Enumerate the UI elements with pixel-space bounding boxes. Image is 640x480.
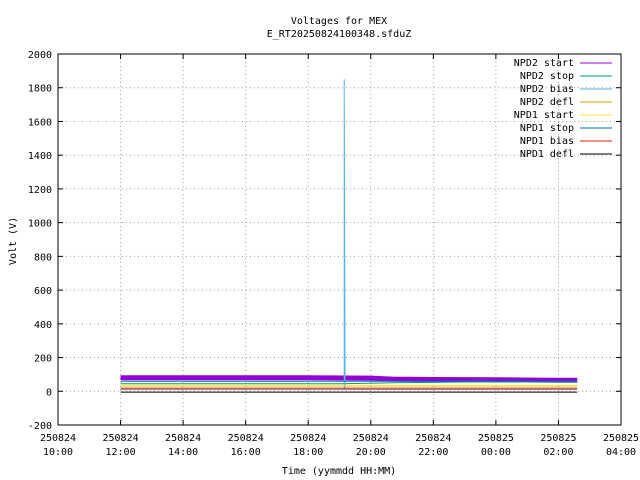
- x-tick-label-date: 250824: [102, 433, 138, 444]
- x-tick-label-date: 250824: [415, 433, 451, 444]
- x-tick-label-date: 250824: [353, 433, 389, 444]
- x-tick-label-date: 250825: [540, 433, 576, 444]
- y-tick-label: 800: [34, 252, 52, 263]
- axis-ticks: -200 0 200 400 600 800 1000 1200 1400 1600 1800 200…: [28, 50, 639, 458]
- legend-label-npd1-bias: NPD1 bias: [520, 136, 574, 147]
- legend-label-npd2-stop: NPD2 stop: [520, 71, 574, 82]
- plot-frame: [57, 53, 622, 426]
- y-tick-label: 2000: [28, 50, 52, 61]
- x-tick-label-time: 14:00: [168, 447, 198, 458]
- x-tick-label-date: 250825: [603, 433, 639, 444]
- legend-label-npd2-bias: NPD2 bias: [520, 84, 574, 95]
- y-tick-label: 1200: [28, 185, 52, 196]
- y-tick-label: 200: [34, 354, 52, 365]
- legend-label-npd1-defl: NPD1 defl: [520, 149, 574, 160]
- y-tick-label: 0: [46, 387, 52, 398]
- x-tick-label-time: 22:00: [418, 447, 448, 458]
- series-line-npd2-stop: [120, 381, 578, 385]
- legend: NPD2 start NPD2 stop NPD2 bias NPD2 defl NPD…: [514, 58, 612, 160]
- y-tick-label: 400: [34, 320, 52, 331]
- y-tick-label: 600: [34, 286, 52, 297]
- y-tick-label: 1600: [28, 117, 52, 128]
- x-tick-label-date: 250824: [290, 433, 326, 444]
- series-line-npd2-start: [120, 375, 578, 383]
- y-tick-label: 1400: [28, 151, 52, 162]
- x-tick-label-date: 250825: [478, 433, 514, 444]
- y-tick-label: 1800: [28, 84, 52, 95]
- x-tick-label-time: 00:00: [481, 447, 511, 458]
- x-tick-label-time: 02:00: [543, 447, 573, 458]
- x-tick-label-date: 250824: [40, 433, 76, 444]
- chart-title: Voltages for MEX: [291, 16, 387, 27]
- legend-label-npd1-start: NPD1 start: [514, 110, 574, 121]
- x-tick-label-date: 250824: [165, 433, 201, 444]
- y-axis-label: Volt (V): [8, 217, 19, 265]
- series-line-npd2-bias: [120, 79, 578, 391]
- x-tick-label-time: 04:00: [606, 447, 636, 458]
- x-tick-label-time: 16:00: [231, 447, 261, 458]
- x-axis-label: Time (yymmdd HH:MM): [282, 466, 396, 477]
- legend-label-npd2-defl: NPD2 defl: [520, 97, 574, 108]
- x-tick-label-time: 20:00: [356, 447, 386, 458]
- legend-label-npd2-start: NPD2 start: [514, 58, 574, 69]
- x-tick-label-time: 12:00: [106, 447, 136, 458]
- chart-subtitle: E_RT20250824100348.sfduZ: [267, 29, 412, 40]
- x-tick-label-time: 10:00: [43, 447, 73, 458]
- legend-label-npd1-stop: NPD1 stop: [520, 123, 574, 134]
- x-tick-label-time: 18:00: [293, 447, 323, 458]
- y-tick-label: -200: [28, 421, 52, 432]
- x-tick-label-date: 250824: [228, 433, 264, 444]
- y-tick-label: 1000: [28, 219, 52, 230]
- series-lines: [120, 79, 578, 393]
